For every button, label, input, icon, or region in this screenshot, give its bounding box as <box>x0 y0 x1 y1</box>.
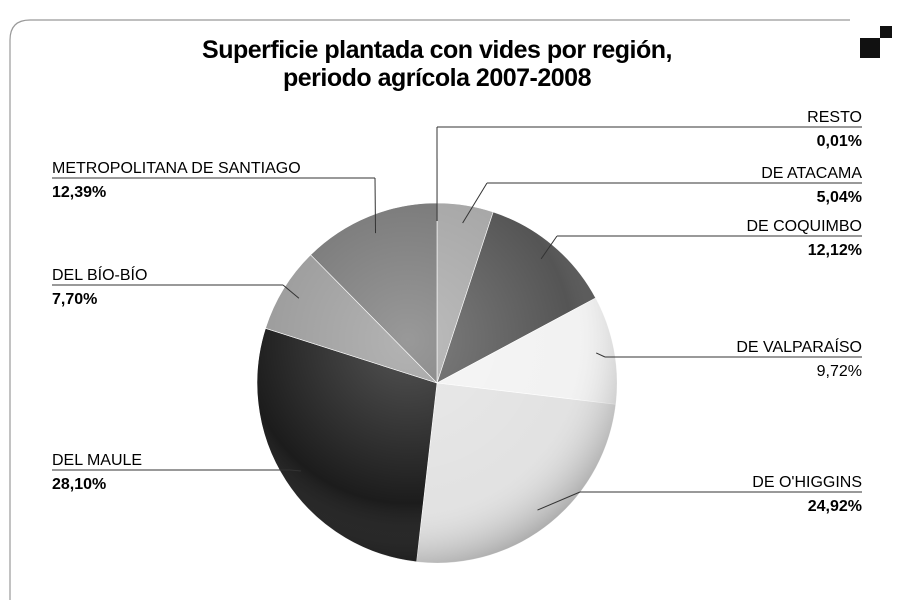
slice-label: RESTO <box>807 109 862 126</box>
slice-label: DE ATACAMA <box>761 165 862 182</box>
pie <box>256 202 618 564</box>
icon <box>860 38 880 58</box>
value-label: 5,04% <box>817 189 862 206</box>
slice-label: DEL BÍO-BÍO <box>52 265 147 284</box>
value-label: 24,92% <box>808 498 862 515</box>
leader-line <box>537 491 581 511</box>
value-label: 12,12% <box>808 242 862 259</box>
leader-line <box>595 352 606 358</box>
icon <box>880 26 892 38</box>
value-label: 0,01% <box>817 133 862 150</box>
value-label: 7,70% <box>52 291 97 308</box>
leader-line <box>462 182 488 224</box>
frame <box>9 19 850 600</box>
leader-line <box>289 469 302 472</box>
pie-slice <box>416 382 617 564</box>
leader-line <box>540 235 558 260</box>
slice-label: DE COQUIMBO <box>746 218 862 235</box>
value-label: 9,72% <box>817 363 862 380</box>
slice-label: METROPOLITANA DE SANTIAGO <box>52 160 301 177</box>
value-label: 28,10% <box>52 476 106 493</box>
leader-line <box>282 284 300 299</box>
value-label: 12,39% <box>52 184 106 201</box>
labels: RESTO 0,01% DE ATACAMA 5,04% DE COQUIMBO 12,1… <box>52 109 862 515</box>
slice-label: DE VALPARAÍSO <box>736 337 862 356</box>
slice-label: DE O'HIGGINS <box>752 474 862 491</box>
chart-title: Superficie plantada con vides por región… <box>202 36 672 92</box>
slice-label: DEL MAULE <box>52 452 142 469</box>
leader-line <box>374 177 377 234</box>
